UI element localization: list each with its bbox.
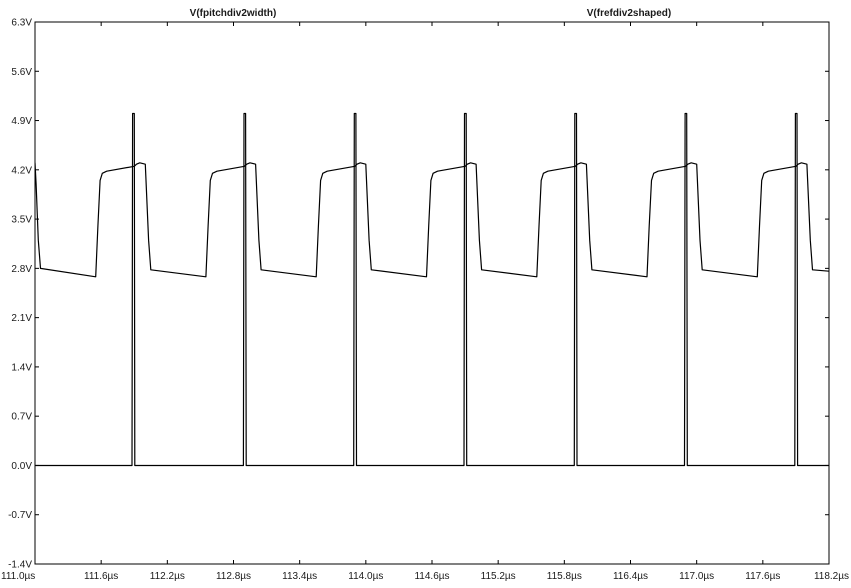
trace-label-frefdiv2shaped[interactable]: V(frefdiv2shaped) bbox=[587, 8, 671, 19]
x-axis-tick-labels: 111.0µs 111.6µs 112.2µs 112.8µs 113.4µs 114.0… bbox=[1, 571, 849, 582]
y-tick-label: 0.0V bbox=[11, 461, 32, 472]
y-tick-label: 4.2V bbox=[11, 165, 32, 176]
x-tick-label: 113.4µs bbox=[282, 571, 317, 582]
x-tick-label: 112.2µs bbox=[150, 571, 185, 582]
y-tick-label: 2.1V bbox=[11, 313, 32, 324]
y-tick-label: -1.4V bbox=[8, 560, 32, 571]
y-tick-label: 2.8V bbox=[11, 264, 32, 275]
trace-label-fpitchdiv2width[interactable]: V(fpitchdiv2width) bbox=[190, 8, 277, 19]
y-tick-label: 1.4V bbox=[11, 362, 32, 373]
x-tick-label: 114.0µs bbox=[348, 571, 383, 582]
y-tick-label: 4.9V bbox=[11, 116, 32, 127]
plot-frame bbox=[34, 21, 830, 565]
y-axis-tick-labels: 6.3V 5.6V 4.9V 4.2V 3.5V 2.8V 2.1V 1.4V 0.7V 0.0V… bbox=[8, 18, 32, 571]
x-tick-label: 114.6µs bbox=[414, 571, 449, 582]
series-line-1 bbox=[35, 112, 829, 467]
plot-traces bbox=[35, 112, 829, 467]
y-tick-label: 5.6V bbox=[11, 67, 32, 78]
y-tick-label: 0.7V bbox=[11, 412, 32, 423]
series-line-0 bbox=[35, 162, 829, 278]
x-tick-label: 115.8µs bbox=[547, 571, 582, 582]
x-tick-label: 112.8µs bbox=[216, 571, 251, 582]
x-tick-label: 117.6µs bbox=[745, 571, 780, 582]
trace-labels: V(fpitchdiv2width) V(frefdiv2shaped) bbox=[190, 8, 672, 19]
y-tick-label: 3.5V bbox=[11, 215, 32, 226]
x-tick-label: 117.0µs bbox=[679, 571, 714, 582]
y-tick-label: 6.3V bbox=[11, 18, 32, 29]
y-tick-label: -0.7V bbox=[8, 510, 32, 521]
x-tick-label: 116.4µs bbox=[613, 571, 648, 582]
x-tick-label: 118.2µs bbox=[814, 571, 849, 582]
x-tick-label: 111.0µs bbox=[1, 571, 35, 582]
x-tick-label: 111.6µs bbox=[84, 571, 118, 582]
x-tick-label: 115.2µs bbox=[481, 571, 516, 582]
tick-marks bbox=[34, 21, 830, 565]
